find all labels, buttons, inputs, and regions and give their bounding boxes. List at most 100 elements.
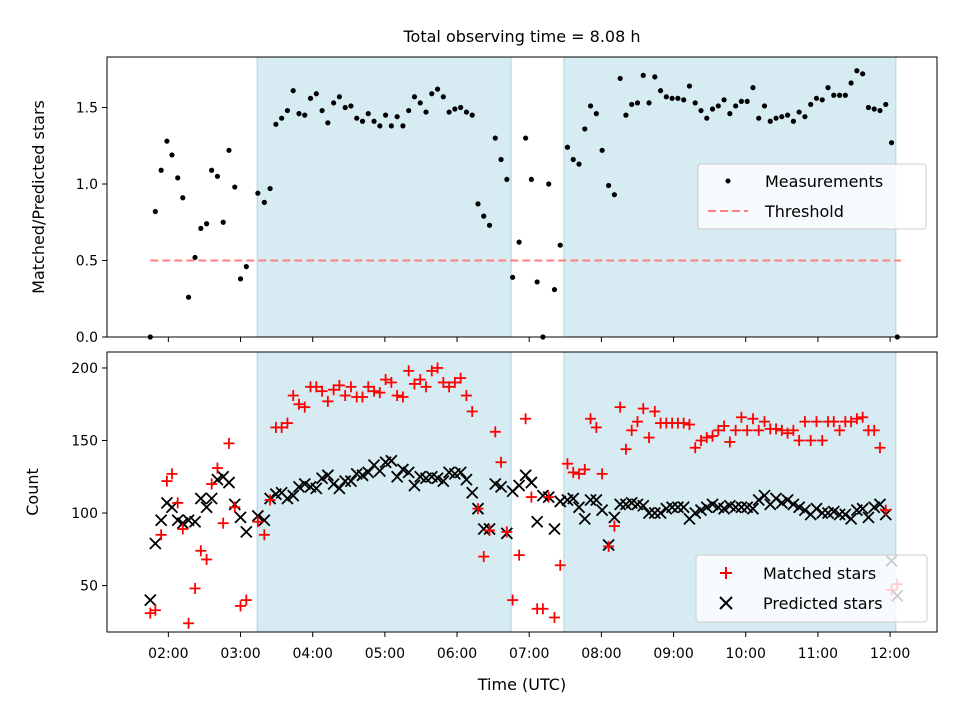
predicted-stroke	[769, 492, 783, 505]
predicted-stars-point	[665, 501, 679, 514]
predicted-stars-point	[798, 503, 812, 517]
measurement-point	[646, 100, 652, 106]
predicted-stars-point	[298, 477, 311, 491]
predicted-stars-point	[477, 522, 490, 536]
predicted-stroke	[827, 505, 840, 518]
matched-stars-point	[455, 372, 467, 384]
top-x-ticks	[167, 337, 891, 342]
predicted-stars-point	[194, 492, 207, 505]
predicted-stroke	[304, 480, 317, 494]
predicted-stroke	[292, 480, 306, 494]
measurement-point	[504, 176, 510, 183]
measurement-point	[744, 98, 750, 104]
matched-stars-point	[161, 475, 173, 487]
predicted-stars-point	[489, 477, 502, 491]
predicted-stars-point	[793, 501, 806, 514]
predicted-stars-point	[385, 454, 398, 467]
matched-stars-point	[264, 494, 276, 506]
predicted-stroke	[536, 489, 550, 502]
matched-stars-point	[276, 421, 288, 433]
measurement-point	[434, 86, 441, 92]
predicted-stars-point	[642, 506, 656, 520]
measurement-point	[819, 97, 825, 103]
measurement-point	[796, 109, 802, 115]
measurement-point	[534, 279, 540, 285]
matched-stars-point	[501, 526, 513, 538]
matched-stars-point	[548, 611, 560, 623]
predicted-stroke	[442, 466, 456, 479]
matched-stars-point	[374, 387, 386, 399]
predicted-stars-point	[810, 502, 823, 515]
measurement-point	[452, 106, 458, 112]
predicted-stars-point	[706, 498, 719, 511]
predicted-stars-point	[402, 466, 415, 479]
matched-stars-point	[695, 434, 707, 446]
predicted-stars-point	[689, 506, 702, 520]
measurement-point	[180, 195, 186, 201]
legend-threshold-label: Threshold	[764, 202, 844, 221]
predicted-stars-point	[614, 498, 627, 511]
x-tick-label: 03:00	[220, 646, 260, 662]
measurement-point	[756, 115, 762, 121]
matched-stars-point	[626, 424, 638, 436]
matched-stars-point	[172, 497, 184, 509]
measurement-point	[551, 286, 558, 293]
predicted-stroke	[310, 482, 323, 495]
matched-stars-point	[759, 416, 771, 428]
bottom-y-axis-label: Count	[23, 468, 42, 516]
top-plot-frame	[106, 56, 938, 338]
measurement-point	[377, 123, 383, 129]
measurement-point	[836, 92, 843, 98]
y-tick-label: 0.0	[76, 330, 98, 346]
measurement-point	[675, 95, 681, 101]
measurement-point	[848, 80, 854, 86]
matched-stars-point	[567, 466, 579, 478]
measurement-point	[296, 111, 302, 117]
measurement-point	[883, 101, 889, 108]
measurement-point	[342, 104, 348, 111]
measurement-point	[284, 107, 291, 114]
predicted-stroke	[362, 466, 375, 479]
y-tick-label: 150	[71, 433, 98, 449]
predicted-stroke	[554, 495, 567, 508]
measurement-point	[469, 112, 475, 118]
measurement-point	[365, 111, 371, 117]
predicted-stroke	[694, 503, 708, 517]
matched-stars-point	[637, 403, 649, 415]
predicted-stroke	[584, 493, 597, 507]
predicted-stroke	[222, 476, 236, 489]
measurement-point	[400, 123, 406, 129]
matched-stars-point	[449, 376, 461, 388]
predicted-stars-point	[781, 493, 794, 507]
matched-stars-point	[201, 553, 213, 565]
predicted-stars-point	[222, 476, 236, 489]
predicted-stroke	[391, 470, 404, 483]
measurement-point	[727, 111, 733, 117]
matched-stars-point	[805, 434, 817, 446]
predicted-stars-point	[437, 474, 450, 488]
predicted-stroke	[839, 508, 852, 521]
measurement-point	[652, 74, 658, 80]
measurement-point	[516, 239, 522, 245]
predicted-stars-point	[391, 470, 404, 483]
predicted-stroke	[414, 470, 427, 483]
measurement-point	[237, 276, 244, 282]
predicted-stroke	[437, 474, 450, 488]
predicted-stroke	[234, 511, 247, 524]
predicted-stroke	[717, 502, 731, 515]
legend-predicted-marker	[719, 596, 733, 610]
measurement-point	[232, 184, 238, 190]
predicted-stroke	[531, 515, 544, 528]
predicted-stars-point	[240, 525, 253, 539]
predicted-stars-point	[717, 502, 731, 515]
predicted-stars-point	[567, 492, 580, 505]
measurement-point	[634, 100, 641, 106]
measurement-point	[570, 156, 576, 163]
measurement-point	[582, 126, 588, 132]
predicted-stars-point	[758, 489, 771, 502]
x-tick-label: 11:00	[798, 646, 838, 662]
predicted-stars-point	[729, 501, 742, 514]
predicted-stars-point	[671, 501, 685, 514]
predicted-stroke	[454, 466, 467, 479]
predicted-stroke	[578, 512, 591, 525]
